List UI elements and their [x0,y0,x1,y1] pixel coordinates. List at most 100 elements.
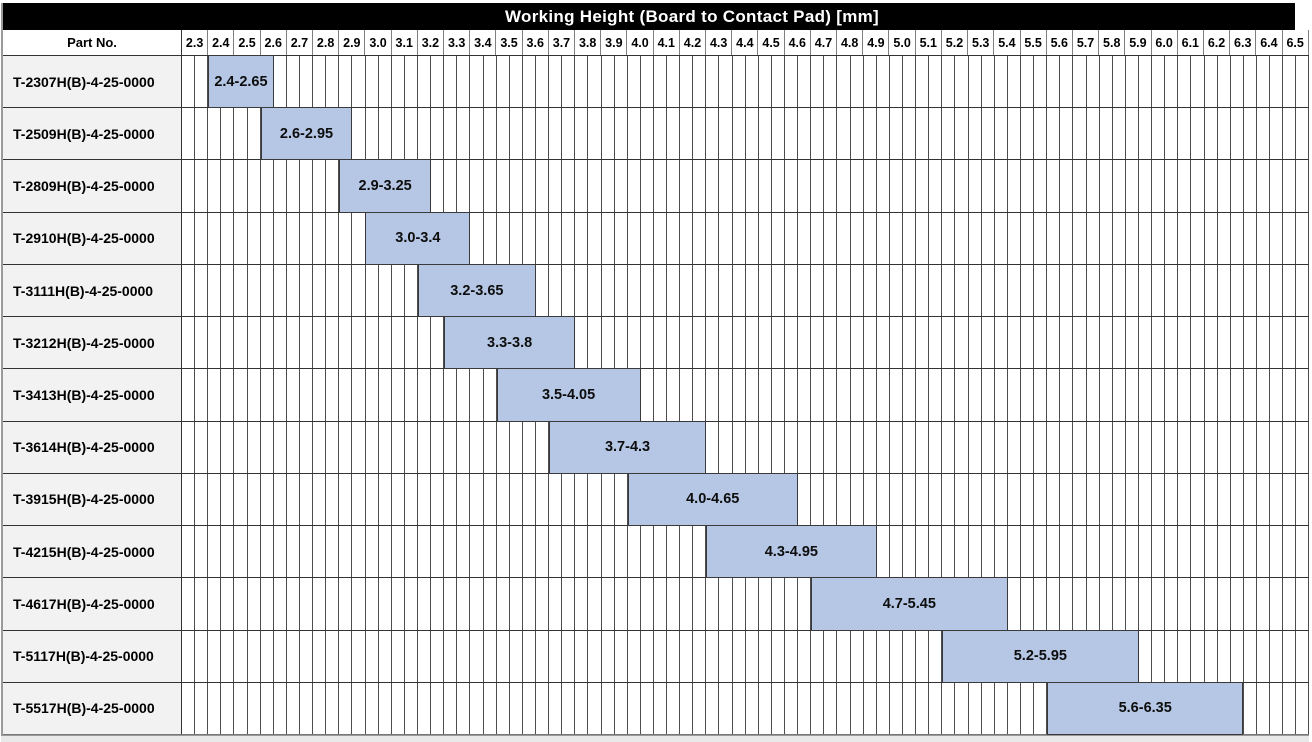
grid-cell [772,421,786,473]
grid-cell [182,578,196,630]
grid-cell [234,630,248,682]
grid-cell [1152,108,1166,160]
grid-cell [982,682,995,735]
axis-tick-3.0: 3.0 [365,30,392,55]
axis-tick-5.8: 5.8 [1099,30,1126,55]
grid-cell [824,421,838,473]
grid-cell [1100,526,1113,578]
grid-cell [470,578,484,630]
grid-cell [995,108,1008,160]
grid-cell [1205,160,1218,212]
grid-cell [1073,264,1087,317]
grid-cell [929,473,943,526]
grid-cell [693,630,707,682]
axis-tick-3.8: 3.8 [575,30,602,55]
grid-cell [510,526,523,578]
grid-cell [837,421,851,473]
grid-cell [1218,473,1231,526]
grid-cell [366,578,379,630]
grid-cell [1139,473,1153,526]
grid-cell [706,317,720,369]
grid-cell [916,108,930,160]
grid-cell [352,526,366,578]
grid-cell [352,108,366,160]
grid-cell [208,473,222,526]
grid-cell [1191,108,1205,160]
grid-cell [549,630,563,682]
grid-cell [667,108,681,160]
grid-cell [549,212,563,264]
grid-cell [588,56,602,108]
grid-cell [1231,108,1244,160]
grid-cell [955,473,969,526]
grid-cell [182,264,196,317]
grid-cell [785,421,799,473]
grid-cell [1231,578,1244,630]
grid-cell [693,160,707,212]
grid-cell [470,473,484,526]
grid-cell [221,212,235,264]
grid-cell [195,160,209,212]
selection-table: Working Height (Board to Contact Pad) [m… [1,3,1310,742]
grid-cell [798,317,812,369]
grid-cell [995,369,1008,421]
grid-cell [1087,578,1100,630]
grid-cell [890,264,904,317]
grid-cell [706,56,720,108]
grid-cell [418,421,432,473]
table-row: T-3413H(B)-4-25-0000 3.5-4.05 [3,368,1310,422]
table-row: T-4215H(B)-4-25-0000 4.3-4.95 [3,525,1310,579]
grid-cell [562,473,576,526]
grid-cell [1087,317,1100,369]
grid-cell [1178,526,1192,578]
grid-cell [706,682,720,735]
grid-cell [1087,421,1100,473]
grid-cell [536,578,550,630]
grid-cell [1113,369,1126,421]
grid-cell [392,264,405,317]
grid-cell [274,578,287,630]
grid-cell [287,160,300,212]
grid-cell [457,369,471,421]
grid-cell [837,473,851,526]
grid-cell [1283,578,1297,630]
grid-cell [772,317,786,369]
grid-cell [208,369,222,421]
grid-cell [1139,369,1153,421]
grid-cell [366,56,379,108]
grid-cell [1296,526,1310,578]
grid-cell [300,264,314,317]
grid-cell [182,160,196,212]
grid-cell [1126,317,1139,369]
grid-cell [1021,317,1035,369]
grid-cell [392,421,405,473]
grid-cell [772,212,786,264]
grid-cell [549,108,563,160]
grid-cell [1165,108,1179,160]
grid-cell [1139,212,1153,264]
axis-tick-5.2: 5.2 [942,30,969,55]
grid-cell [274,212,287,264]
grid-cell [1257,317,1271,369]
grid-cell [824,108,838,160]
grid-cell [562,160,576,212]
grid-cell [1126,473,1139,526]
range-bar: 3.7-4.3 [548,420,707,474]
grid-cell [916,56,930,108]
grid-cell [274,160,287,212]
grid-cell [1139,526,1153,578]
grid-cell [733,630,746,682]
grid-cell [195,369,209,421]
grid-cell [1165,56,1179,108]
grid-cell [431,160,445,212]
grid-cell [903,526,917,578]
grid-cell [457,160,471,212]
grid-cell [248,317,261,369]
range-bar: 4.7-5.45 [811,577,1008,631]
table-row: T-5517H(B)-4-25-0000 5.6-6.35 [3,681,1310,736]
grid-cell [484,473,497,526]
grid-cell [1257,526,1271,578]
grid-cell [484,578,497,630]
grid-cell [379,682,392,735]
grid-cell [1139,317,1153,369]
